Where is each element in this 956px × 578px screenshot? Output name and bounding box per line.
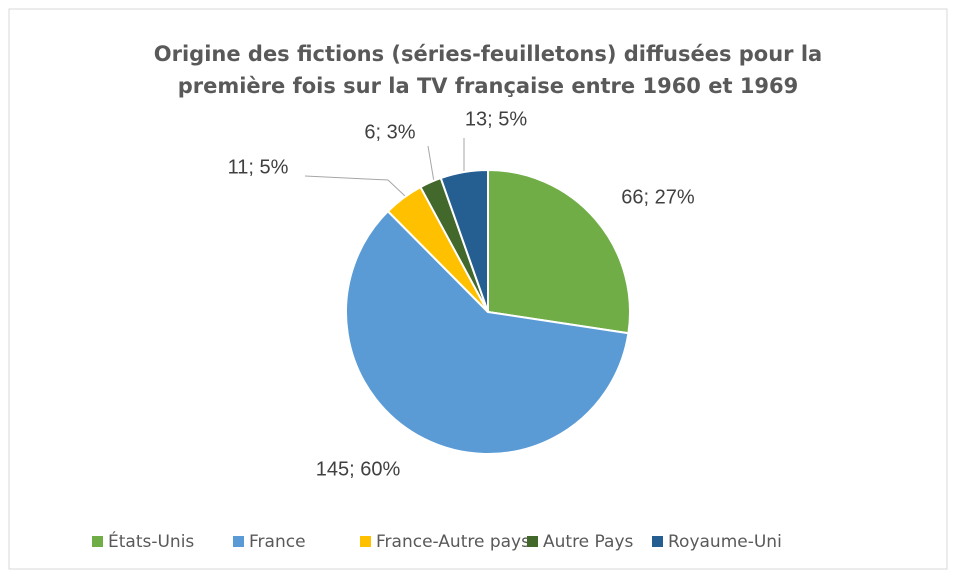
legend-label: France bbox=[249, 532, 306, 552]
legend-label: France-Autre pays bbox=[376, 532, 530, 552]
legend-label: États-Unis bbox=[108, 530, 194, 552]
data-label: 13; 5% bbox=[465, 108, 527, 130]
data-label: 6; 3% bbox=[364, 121, 415, 143]
data-label: 11; 5% bbox=[228, 156, 289, 178]
legend-label: Royaume-Uni bbox=[668, 532, 782, 552]
legend-label: Autre Pays bbox=[543, 532, 634, 552]
pie-slice bbox=[345, 209, 630, 455]
data-label: 145; 60% bbox=[316, 458, 401, 480]
data-label: 66; 27% bbox=[621, 186, 695, 208]
chart-title: Origine des fictions (séries-feuilletons… bbox=[153, 42, 823, 98]
legend-swatch bbox=[652, 536, 663, 547]
pie-slice bbox=[487, 168, 631, 335]
leader-line bbox=[427, 145, 435, 183]
legend-swatch bbox=[92, 536, 103, 547]
legend-swatch bbox=[360, 536, 371, 547]
legend-swatch bbox=[233, 536, 244, 547]
pie-slice bbox=[439, 168, 489, 313]
legend-swatch bbox=[527, 536, 538, 547]
leader-line bbox=[304, 175, 406, 197]
